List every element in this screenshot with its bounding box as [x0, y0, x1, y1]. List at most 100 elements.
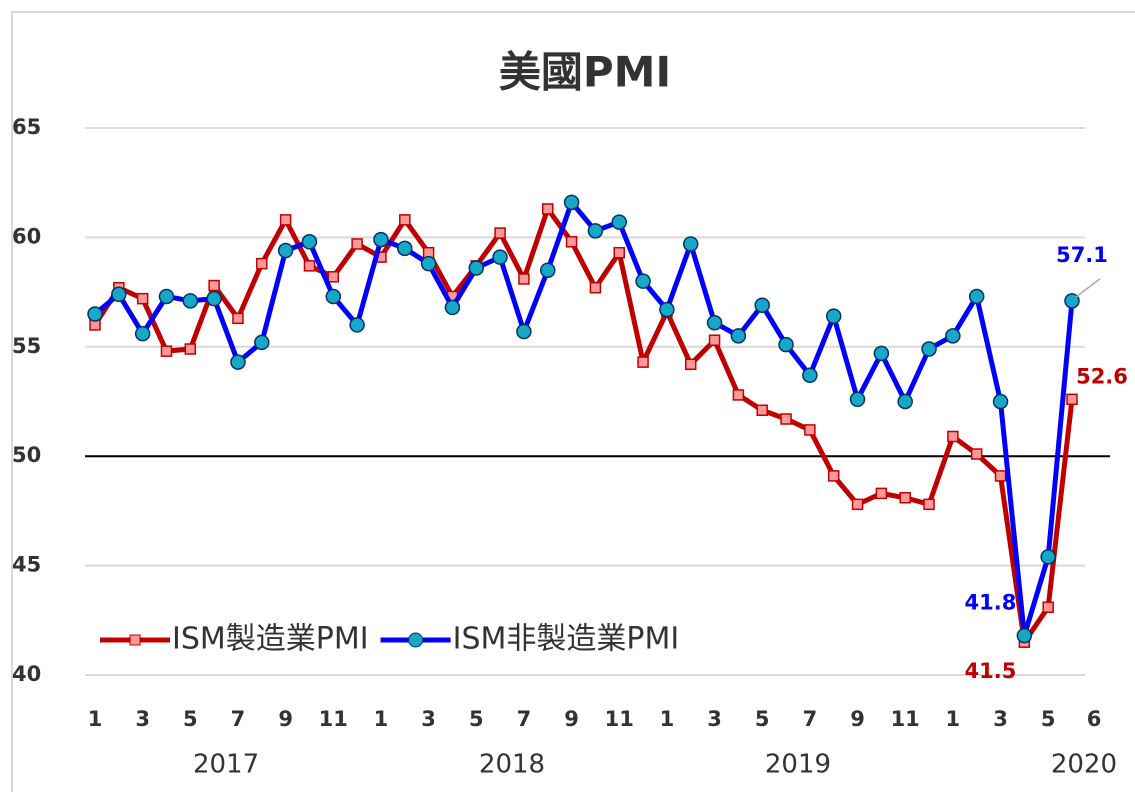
- point-marker: [780, 413, 792, 425]
- point-marker: [1040, 549, 1056, 565]
- point-marker: [256, 257, 268, 270]
- x-tick-label: 11: [891, 707, 920, 731]
- point-marker: [827, 470, 840, 482]
- y-tick-label: 60: [12, 224, 41, 248]
- point-marker: [611, 214, 627, 230]
- point-marker: [420, 255, 437, 272]
- point-marker: [587, 223, 604, 239]
- y-tick-label: 55: [12, 334, 41, 358]
- point-marker: [730, 328, 747, 344]
- x-tick-label: 1: [660, 707, 675, 731]
- point-marker: [136, 292, 149, 305]
- point-marker: [875, 487, 888, 500]
- legend-marker: [408, 632, 424, 648]
- point-marker: [851, 498, 864, 511]
- year-label: 2017: [193, 750, 259, 780]
- year-label: 2019: [765, 750, 831, 780]
- data-label: 57.1: [1056, 243, 1108, 267]
- point-marker: [494, 227, 506, 239]
- y-tick-label: 50: [12, 443, 41, 467]
- point-marker: [279, 214, 292, 226]
- data-label: 41.5: [965, 659, 1017, 683]
- data-label: 41.8: [965, 591, 1017, 615]
- x-tick-label: 3: [135, 707, 150, 731]
- point-marker: [970, 448, 983, 460]
- point-marker: [182, 293, 199, 309]
- point-marker: [160, 345, 173, 357]
- point-marker: [756, 404, 768, 417]
- point-marker: [230, 354, 246, 370]
- x-tick-label: 5: [469, 707, 484, 731]
- point-marker: [111, 286, 127, 303]
- point-marker: [1016, 627, 1033, 644]
- x-tick-label: 11: [319, 707, 348, 731]
- point-marker: [184, 343, 197, 355]
- point-marker: [206, 290, 222, 307]
- x-tick-label: 5: [755, 707, 770, 731]
- point-marker: [897, 393, 913, 410]
- year-label: 2020: [1051, 750, 1117, 780]
- point-marker: [563, 194, 580, 211]
- point-marker: [303, 260, 316, 272]
- x-tick-label: 5: [1041, 707, 1056, 731]
- point-marker: [899, 492, 911, 504]
- point-marker: [635, 273, 651, 289]
- x-tick-label: 9: [850, 707, 865, 731]
- point-marker: [301, 234, 318, 250]
- point-marker: [232, 312, 244, 325]
- x-tick-label: 9: [564, 707, 579, 731]
- x-tick-label: 3: [421, 707, 436, 731]
- x-tick-label: 7: [803, 707, 818, 731]
- point-marker: [754, 297, 770, 313]
- point-marker: [849, 391, 866, 408]
- x-tick-label: 1: [946, 707, 961, 731]
- x-tick-label: 7: [517, 707, 532, 731]
- point-marker: [327, 271, 340, 283]
- point-marker: [684, 358, 697, 371]
- point-marker: [351, 238, 363, 250]
- point-marker: [945, 328, 961, 344]
- point-marker: [444, 299, 461, 316]
- point-marker: [659, 301, 675, 318]
- point-marker: [518, 273, 530, 285]
- point-marker: [1064, 293, 1080, 309]
- year-label: 2018: [479, 750, 545, 780]
- x-tick-label: 9: [278, 707, 293, 731]
- point-marker: [1042, 601, 1054, 613]
- point-marker: [492, 249, 508, 265]
- y-tick-label: 40: [12, 662, 41, 686]
- point-marker: [565, 236, 578, 248]
- point-marker: [516, 323, 532, 340]
- x-tick-label: 1: [88, 707, 103, 731]
- data-label: 52.6: [1076, 364, 1128, 388]
- point-marker: [732, 389, 745, 401]
- point-marker: [637, 356, 649, 368]
- series-line: [92, 206, 1075, 645]
- point-marker: [802, 367, 818, 383]
- point-marker: [325, 288, 342, 305]
- point-marker: [613, 246, 625, 259]
- x-tick-label: 5: [183, 707, 198, 731]
- point-marker: [994, 470, 1007, 482]
- point-marker: [254, 334, 270, 351]
- point-marker: [399, 214, 411, 226]
- point-marker: [968, 288, 985, 305]
- x-tick-label: 1: [374, 707, 389, 731]
- point-marker: [468, 260, 485, 276]
- x-tick-label: 3: [707, 707, 722, 731]
- point-marker: [682, 236, 699, 252]
- point-marker: [947, 430, 959, 443]
- chart-frame: [11, 11, 1135, 792]
- point-marker: [208, 279, 220, 292]
- point-marker: [134, 325, 151, 342]
- x-tick-label: 6: [1087, 707, 1102, 731]
- point-marker: [708, 334, 721, 346]
- point-marker: [825, 308, 842, 324]
- point-marker: [589, 281, 602, 294]
- point-marker: [158, 288, 175, 305]
- y-tick-label: 65: [12, 115, 41, 139]
- point-marker: [540, 262, 556, 278]
- point-marker: [921, 341, 937, 357]
- legend-label: ISM非製造業PMI: [453, 622, 680, 657]
